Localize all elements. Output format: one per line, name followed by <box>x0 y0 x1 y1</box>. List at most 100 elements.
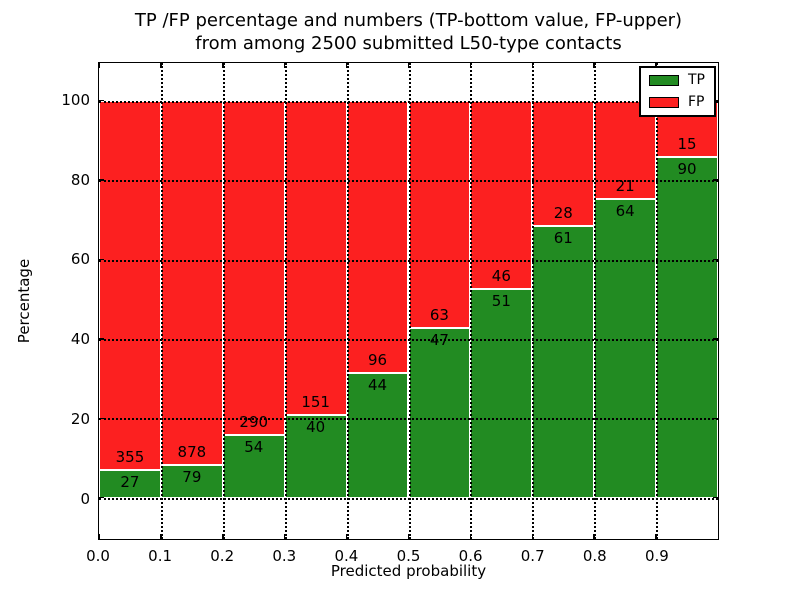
y-tick-label: 80 <box>70 170 90 189</box>
bar-segment-tp <box>160 464 223 498</box>
legend-label-fp: FP <box>688 94 705 110</box>
bar-segment-tp <box>656 157 718 498</box>
x-tick-mark <box>98 534 100 539</box>
y-tick-mark <box>99 338 104 340</box>
tp-count-label: 51 <box>491 291 511 310</box>
legend-entry-tp: TP <box>649 73 705 88</box>
fp-count-label: 15 <box>677 135 697 154</box>
x-tick-label: 0.1 <box>148 547 173 565</box>
x-tick-label: 0.9 <box>644 547 669 565</box>
x-tick-mark <box>593 63 595 68</box>
y-tick-mark <box>713 496 718 499</box>
x-tick-mark <box>98 63 100 68</box>
fp-count-label: 28 <box>553 203 573 222</box>
x-tick-mark <box>222 534 224 539</box>
y-tick-mark <box>99 179 104 181</box>
fp-count-label: 63 <box>429 306 449 325</box>
bar-segment-fp <box>532 100 595 226</box>
x-tick-mark <box>531 534 534 539</box>
x-gridline <box>656 63 659 539</box>
fp-count-label: 290 <box>239 413 269 432</box>
fp-count-label: 21 <box>615 176 635 195</box>
legend-swatch-tp-icon <box>649 75 679 86</box>
x-gridline <box>594 63 597 539</box>
bar-segment-tp <box>284 414 347 498</box>
x-tick-mark <box>593 534 595 539</box>
tp-count-label: 27 <box>120 472 140 491</box>
x-tick-mark <box>407 63 410 68</box>
fp-count-label: 355 <box>115 447 145 466</box>
bar-segment-tp <box>99 469 161 498</box>
x-tick-label: 0.5 <box>396 547 421 565</box>
y-tick-label: 100 <box>61 90 90 109</box>
tp-count-label: 54 <box>244 438 264 457</box>
fp-count-label: 151 <box>301 392 330 411</box>
bar-segment-fp <box>346 100 409 373</box>
x-tick-label: 0.3 <box>272 547 297 565</box>
x-tick-mark <box>160 63 162 68</box>
y-tick-label: 20 <box>70 409 90 428</box>
fp-count-label: 878 <box>177 442 207 461</box>
chart-title-line2: from among 2500 submitted L50-type conta… <box>195 33 622 54</box>
x-gridline <box>222 63 225 539</box>
bar-segment-fp <box>408 100 471 329</box>
x-tick-mark <box>469 63 472 68</box>
x-gridline <box>160 63 163 539</box>
tp-count-label: 61 <box>553 228 573 247</box>
x-gridline <box>284 63 287 539</box>
y-tick-label: 0 <box>80 489 90 508</box>
x-tick-label: 0.0 <box>86 547 110 565</box>
x-tick-label: 0.8 <box>582 547 607 565</box>
x-tick-label: 0.2 <box>210 547 235 565</box>
chart-title: TP /FP percentage and numbers (TP-bottom… <box>98 9 719 55</box>
tp-count-label: 64 <box>615 201 635 220</box>
x-tick-mark <box>283 534 286 539</box>
tp-count-label: 90 <box>677 160 697 179</box>
y-tick-mark <box>713 258 718 261</box>
bar-segment-tp <box>346 372 409 498</box>
tp-count-label: 40 <box>306 417 326 436</box>
bar-segment-fp <box>222 100 285 436</box>
bar-segment-tp <box>408 328 471 498</box>
plot-area: 355 27 878 79 290 54 151 40 96 44 63 47 46 51 28 61 21 64… <box>98 62 719 540</box>
bar-segment-tp <box>532 225 595 498</box>
tp-count-label: 44 <box>368 375 388 394</box>
x-gridline <box>346 63 349 539</box>
fp-count-label: 46 <box>491 266 511 285</box>
y-tick-mark <box>713 417 718 420</box>
y-tick-label: 40 <box>70 330 90 349</box>
bar-segment-fp <box>594 100 657 199</box>
legend-label-tp: TP <box>688 72 705 88</box>
x-gridline <box>470 63 473 539</box>
bar-segment-tp <box>594 198 657 498</box>
x-tick-label: 0.7 <box>520 547 545 565</box>
bar-segment-fp <box>99 100 161 470</box>
y-tick-mark <box>99 496 104 499</box>
legend-entry-fp: FP <box>649 95 705 110</box>
x-tick-label: 0.6 <box>458 547 483 565</box>
tp-count-label: 79 <box>182 467 202 486</box>
x-tick-mark <box>345 534 348 539</box>
y-tick-mark <box>99 99 104 102</box>
tp-count-label: 47 <box>429 331 449 350</box>
chart-title-line1: TP /FP percentage and numbers (TP-bottom… <box>134 10 683 31</box>
legend: TP FP <box>639 66 716 117</box>
x-tick-mark <box>283 63 286 68</box>
x-tick-mark <box>469 534 472 539</box>
fp-count-label: 96 <box>368 350 388 369</box>
bar-segment-fp <box>160 100 223 465</box>
x-axis-label: Predicted probability <box>330 562 487 580</box>
x-tick-mark <box>160 534 162 539</box>
y-tick-mark <box>713 338 718 340</box>
y-tick-mark <box>713 179 718 181</box>
bar-segment-fp <box>284 100 347 415</box>
x-gridline <box>532 63 535 539</box>
x-tick-mark <box>655 534 657 539</box>
x-tick-mark <box>222 63 224 68</box>
x-tick-mark <box>345 63 348 68</box>
x-tick-mark <box>655 63 657 68</box>
legend-swatch-fp-icon <box>649 97 679 108</box>
x-gridline <box>408 63 411 539</box>
x-tick-mark <box>407 534 410 539</box>
